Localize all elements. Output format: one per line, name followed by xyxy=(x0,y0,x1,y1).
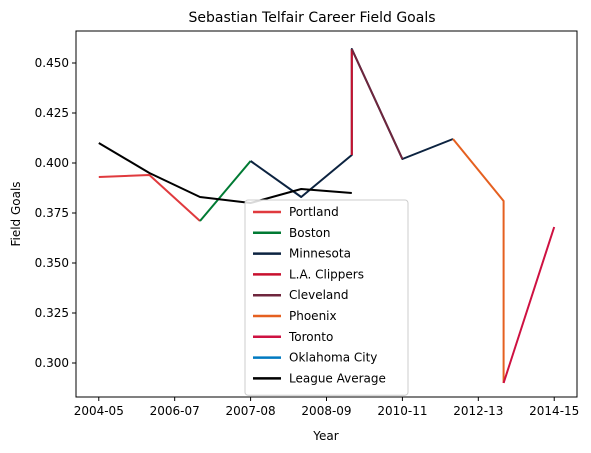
x-tick-label: 2014-15 xyxy=(529,404,579,418)
chart-title: Sebastian Telfair Career Field Goals xyxy=(189,10,436,26)
legend-box xyxy=(244,199,409,396)
legend-label-league-average: League Average xyxy=(289,371,386,385)
x-tick-label: 2007-08 xyxy=(226,404,276,418)
series-line-phoenix xyxy=(452,138,505,383)
x-tick-label: 2008-09 xyxy=(301,404,351,418)
series-line-cleveland xyxy=(350,48,404,160)
axis-ticks: 2004-05 2006-07 2007-08 2008-09 2010-11 2012-… xyxy=(35,56,580,418)
series-line-league-average xyxy=(98,142,352,204)
legend-label-phoenix: Phoenix xyxy=(289,309,337,323)
y-tick-label: 0.450 xyxy=(35,56,69,70)
plot-frame xyxy=(75,30,578,398)
legend-label-l-a-clippers: L.A. Clippers xyxy=(289,267,364,281)
y-tick-label: 0.325 xyxy=(35,306,69,320)
y-tick-label: 0.400 xyxy=(35,156,69,170)
y-tick-label: 0.300 xyxy=(35,356,69,370)
legend-label-minnesota: Minnesota xyxy=(289,247,351,261)
y-tick-label: 0.425 xyxy=(35,106,69,120)
series-line-toronto xyxy=(502,226,556,384)
legend-label-portland: Portland xyxy=(289,205,339,219)
legend-label-boston: Boston xyxy=(289,226,330,240)
y-axis-label: Field Goals xyxy=(9,181,23,246)
series-line-boston xyxy=(199,160,252,222)
y-tick-label: 0.375 xyxy=(35,206,69,220)
legend-label-oklahoma-city: Oklahoma City xyxy=(289,351,377,365)
x-tick-label: 2012-13 xyxy=(453,404,503,418)
y-tick-label: 0.350 xyxy=(35,256,69,270)
legend-label-cleveland: Cleveland xyxy=(289,288,349,302)
legend-label-toronto: Toronto xyxy=(288,330,333,344)
series-lines xyxy=(98,48,556,384)
legend: Portland Boston Minnesota L.A. Clippers Clev… xyxy=(244,199,409,396)
x-tick-label: 2010-11 xyxy=(377,404,427,418)
x-tick-label: 2004-05 xyxy=(74,404,124,418)
series-line-portland xyxy=(98,174,201,222)
x-tick-label: 2006-07 xyxy=(150,404,200,418)
x-axis-label: Year xyxy=(312,429,338,443)
